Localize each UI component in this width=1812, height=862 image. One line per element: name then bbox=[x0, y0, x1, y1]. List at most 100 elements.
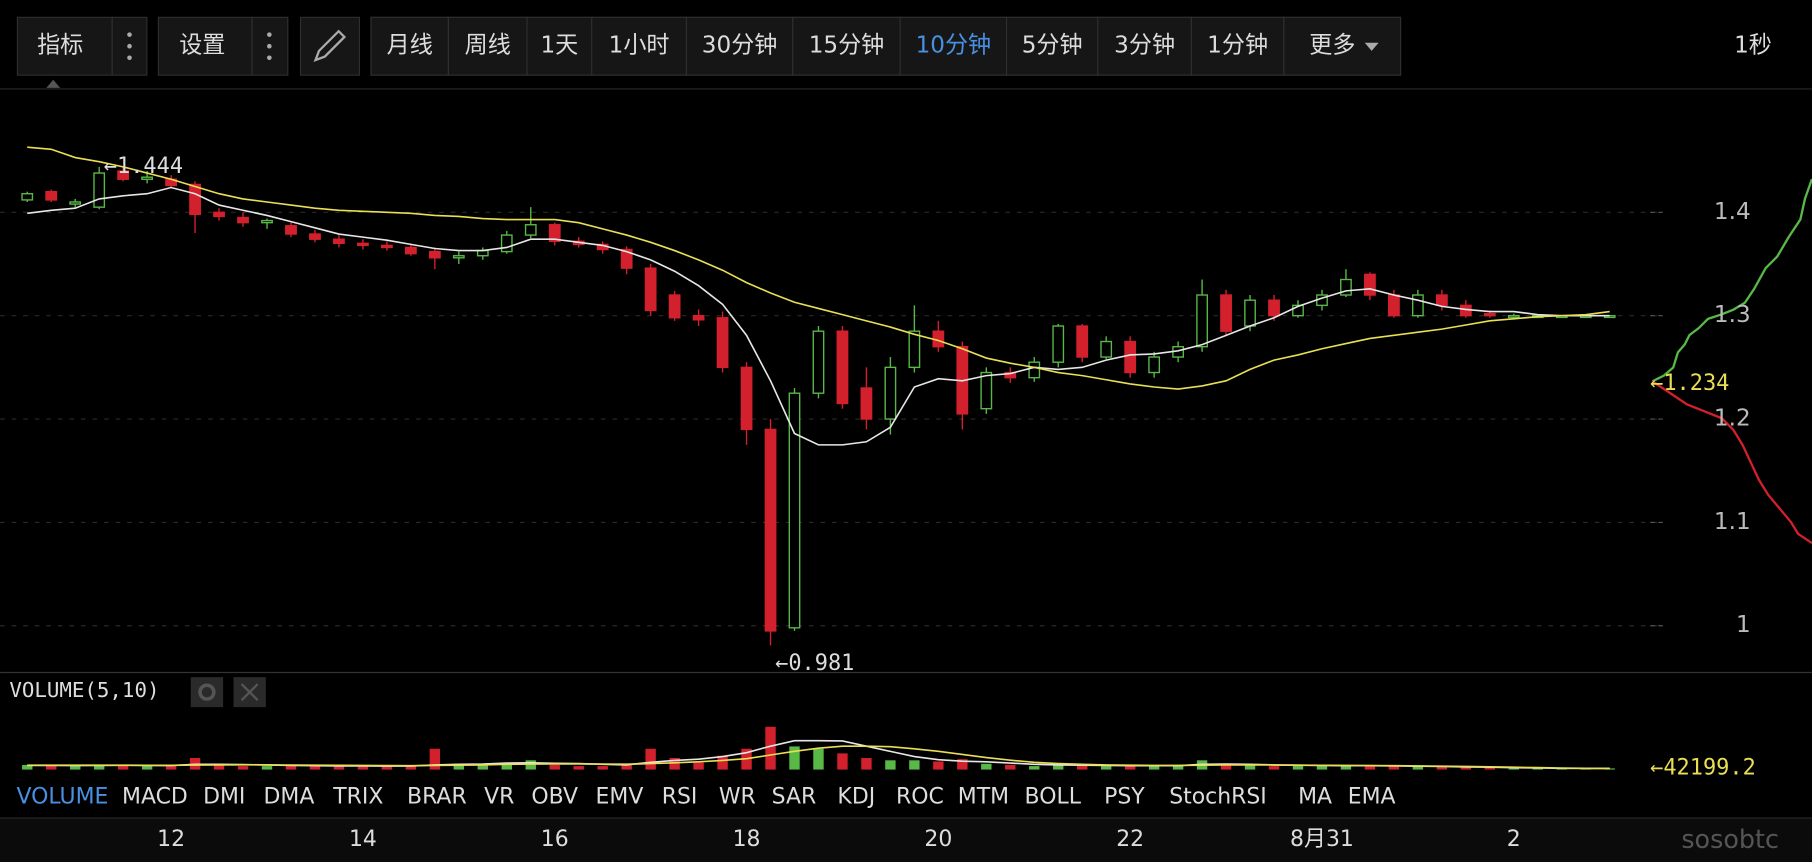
date-axis-band bbox=[0, 818, 1812, 862]
candle-body bbox=[812, 330, 825, 394]
interval-label: 1分钟 bbox=[1207, 33, 1268, 59]
y-tick-label: 1.2 bbox=[1714, 406, 1751, 432]
settings-label: 设置 bbox=[179, 33, 225, 59]
indicator-tab[interactable]: StochRSI bbox=[1169, 784, 1267, 809]
indicator-tab[interactable]: WR bbox=[719, 784, 756, 809]
indicator-tab[interactable]: BOLL bbox=[1025, 784, 1082, 809]
candle-body bbox=[1435, 294, 1448, 307]
candle-body bbox=[69, 201, 82, 205]
volume-bar bbox=[909, 760, 920, 770]
indicator-tab[interactable]: EMV bbox=[596, 784, 644, 809]
ma-line bbox=[27, 146, 1610, 390]
volume-bar bbox=[309, 764, 321, 770]
volume-title: VOLUME(5,10) bbox=[9, 678, 159, 702]
candle-body bbox=[668, 294, 681, 319]
indicator-tab[interactable]: DMI bbox=[203, 784, 245, 809]
volume-bar bbox=[933, 761, 944, 770]
volume-bar bbox=[1244, 764, 1256, 770]
menu-dot bbox=[267, 32, 272, 37]
indicator-tab[interactable]: SAR bbox=[772, 784, 817, 809]
ma-line bbox=[27, 186, 1610, 446]
depth-bid bbox=[1651, 178, 1812, 383]
draw-tool-button[interactable] bbox=[299, 16, 361, 76]
candle-body bbox=[1364, 273, 1376, 296]
interval-button[interactable] bbox=[899, 16, 1008, 76]
volume-bar bbox=[477, 764, 488, 770]
indicator-tab[interactable]: VR bbox=[484, 784, 514, 809]
more-button[interactable] bbox=[1283, 16, 1402, 76]
volume-bar bbox=[861, 758, 872, 770]
candle-body bbox=[1220, 294, 1232, 332]
indicator-tab[interactable]: BRAR bbox=[407, 784, 467, 809]
interval-button[interactable] bbox=[1097, 16, 1192, 76]
volume-bar bbox=[117, 764, 129, 770]
menu-dot bbox=[267, 55, 272, 61]
pencil-icon bbox=[313, 29, 347, 63]
candle-body bbox=[692, 314, 705, 321]
volume-bar bbox=[381, 766, 393, 770]
indicator-tab[interactable]: MA bbox=[1298, 784, 1332, 809]
volume-bar bbox=[885, 760, 896, 770]
indicator-tab[interactable]: MACD bbox=[122, 784, 188, 809]
candle-body bbox=[1004, 371, 1017, 379]
indicator-tab[interactable]: TRIX bbox=[332, 784, 383, 809]
candle-body bbox=[1052, 325, 1065, 363]
x-tick-label: 2 bbox=[1507, 827, 1521, 852]
candle-body bbox=[908, 330, 921, 369]
indicator-tab[interactable]: DMA bbox=[264, 784, 315, 809]
x-tick-label: 8月31 bbox=[1290, 827, 1354, 852]
y-tick-label: 1.4 bbox=[1714, 199, 1751, 225]
candle-body bbox=[1507, 314, 1520, 319]
interval-button[interactable] bbox=[447, 16, 528, 76]
interval-button[interactable] bbox=[370, 16, 450, 76]
candle-body bbox=[1028, 361, 1041, 379]
interval-button[interactable] bbox=[1005, 16, 1099, 76]
indicator-tab[interactable]: OBV bbox=[531, 784, 578, 809]
volume-bar bbox=[1005, 764, 1016, 770]
candle-body bbox=[836, 330, 849, 405]
volume-bar bbox=[1436, 766, 1448, 770]
candle-body bbox=[141, 176, 154, 180]
interval-label: 30分钟 bbox=[702, 33, 778, 59]
volume-bar bbox=[22, 764, 33, 770]
candle-body bbox=[404, 246, 417, 255]
volume-bar bbox=[141, 766, 153, 770]
volume-bar bbox=[1029, 766, 1040, 770]
settings-icon[interactable] bbox=[190, 677, 224, 708]
collapse-tab[interactable] bbox=[46, 79, 61, 88]
interval-button[interactable] bbox=[526, 16, 593, 76]
candle-body bbox=[500, 234, 513, 253]
volume-bar bbox=[573, 766, 584, 770]
indicator-tab[interactable]: PSY bbox=[1104, 784, 1145, 809]
volume-last: ←42199.2 bbox=[1650, 755, 1756, 780]
candle-body bbox=[1196, 294, 1208, 348]
volume-bar bbox=[717, 755, 728, 770]
indicator-tab[interactable]: RSI bbox=[662, 784, 698, 809]
indicator-tab[interactable]: ROC bbox=[896, 784, 944, 809]
menu-dot bbox=[267, 43, 272, 49]
volume-bar bbox=[405, 766, 417, 770]
volume-bar bbox=[261, 766, 273, 770]
interval-button[interactable] bbox=[591, 16, 688, 76]
indicator-tab[interactable]: EMA bbox=[1348, 784, 1396, 809]
volume-bar bbox=[1148, 766, 1160, 770]
interval-button[interactable] bbox=[1190, 16, 1285, 76]
volume-bar bbox=[789, 746, 800, 770]
candle-body bbox=[428, 250, 441, 259]
indicator-tab[interactable]: KDJ bbox=[837, 784, 875, 809]
volume-bar bbox=[333, 766, 345, 770]
indicator-button[interactable] bbox=[16, 16, 113, 76]
interval-label: 月线 bbox=[387, 33, 433, 59]
candle-body bbox=[548, 224, 561, 242]
menu-dot bbox=[127, 32, 132, 37]
interval-button[interactable] bbox=[685, 16, 794, 76]
indicator-tab[interactable]: MTM bbox=[958, 784, 1009, 809]
candle-body bbox=[93, 172, 106, 208]
candle-body bbox=[1292, 304, 1304, 317]
volume-bar bbox=[1172, 764, 1184, 770]
candle-body bbox=[45, 190, 58, 201]
x-tick-label: 20 bbox=[924, 827, 952, 852]
candle-body bbox=[1388, 294, 1400, 317]
indicator-tab[interactable]: VOLUME bbox=[17, 784, 109, 809]
